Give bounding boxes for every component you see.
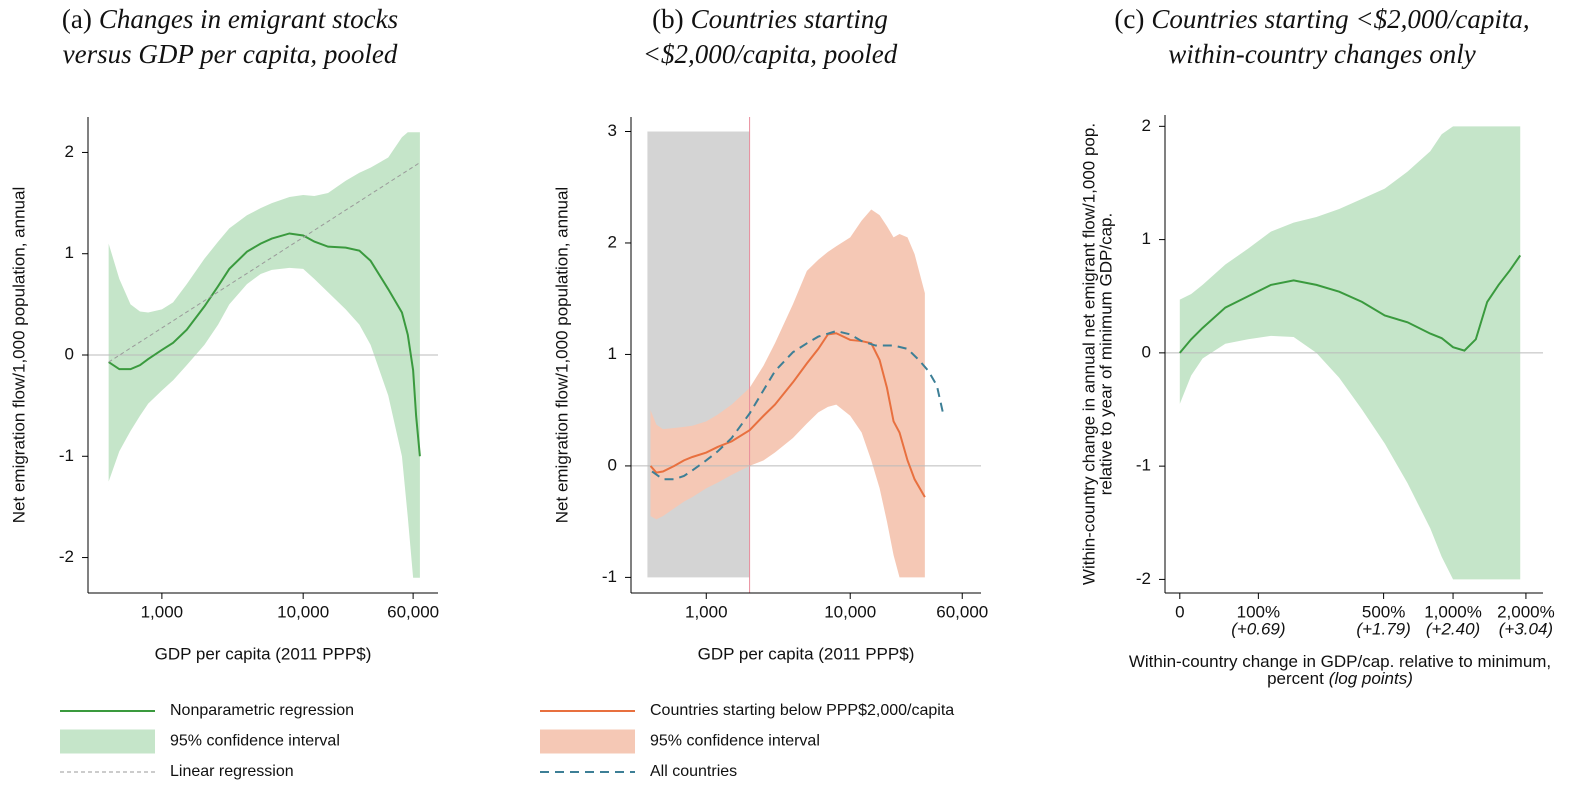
x-tick-label: 1,000%: [1424, 602, 1482, 621]
panel: (c) Countries starting <$2,000/capita, wit…: [1079, 4, 1554, 688]
x-tick-sublabel: (+2.40): [1426, 619, 1480, 638]
legend-label: Nonparametric regression: [170, 702, 354, 719]
x-axis-title: GDP per capita (2011 PPP$): [155, 644, 372, 663]
y-axis-title: Net emigration flow/1,000 population, an…: [9, 187, 28, 523]
series-line: [1179, 254, 1522, 354]
series-line: [649, 332, 926, 498]
legend-label: All countries: [650, 763, 737, 780]
panel: (b) Countries starting <$2,000/capita, poo…: [540, 4, 988, 780]
x-tick-label: 1,000: [141, 602, 184, 621]
legend-label: 95% confidence interval: [170, 733, 340, 750]
legend-label: Linear regression: [170, 763, 294, 780]
y-tick-label: -1: [1136, 456, 1151, 475]
series-line: [651, 329, 944, 481]
x-axis-title: GDP per capita (2011 PPP$): [698, 644, 915, 663]
x-tick-sublabel: (+3.04): [1499, 619, 1553, 638]
x-axis-title-text: Within-country change in GDP/cap. relati…: [1129, 652, 1551, 671]
title-line: <$2,000/capita, pooled: [643, 39, 898, 69]
y-tick-label: 0: [65, 344, 74, 363]
legend-label: Countries starting below PPP$2,000/capit…: [650, 702, 954, 719]
x-axis-title-note: (log points): [1329, 669, 1413, 688]
x-tick-sublabel: (+1.79): [1356, 619, 1410, 638]
confidence-band: [108, 132, 420, 578]
series-line: [108, 162, 421, 363]
x-tick-sublabel: (+0.69): [1231, 619, 1285, 638]
panel-label: (b): [652, 4, 683, 34]
title-line: Countries starting <$2,000/capita,: [1151, 4, 1529, 34]
x-tick-label: 500%: [1362, 602, 1405, 621]
panel-label: (c): [1114, 4, 1144, 34]
title-line: Changes in emigrant stocks: [99, 4, 398, 34]
x-axis-title: Within-country change in GDP/cap. relati…: [1129, 652, 1551, 671]
y-tick-label: 2: [1142, 116, 1151, 135]
y-tick-label: 0: [1142, 342, 1151, 361]
y-tick-label: -2: [1136, 569, 1151, 588]
series-line: [108, 232, 421, 457]
x-tick-label: 10,000: [277, 602, 329, 621]
y-tick-label: 1: [1142, 229, 1151, 248]
x-tick-label: 60,000: [936, 602, 988, 621]
x-tick-label: 100%: [1237, 602, 1280, 621]
x-tick-label: 0: [1175, 602, 1184, 621]
legend-swatch: [60, 729, 155, 754]
panel-label: (a): [62, 4, 92, 34]
y-tick-label: 1: [65, 243, 74, 262]
panel-title: (a) Changes in emigrant stocks: [62, 4, 398, 34]
y-tick-label: -2: [59, 547, 74, 566]
panel-title: (b) Countries starting: [652, 4, 888, 34]
y-axis-title: relative to year of minimum GDP/cap.: [1096, 213, 1115, 495]
y-axis-title: Within-country change in annual net emig…: [1079, 123, 1098, 585]
y-tick-label: 2: [65, 142, 74, 161]
y-tick-label: 1: [608, 344, 617, 363]
confidence-band: [650, 209, 925, 578]
x-tick-label: 10,000: [824, 602, 876, 621]
panel: (a) Changes in emigrant stocks versus GDP …: [9, 4, 439, 780]
x-tick-label: 1,000: [685, 602, 728, 621]
x-axis-title-text: percent: [1267, 669, 1324, 688]
y-tick-label: 0: [608, 455, 617, 474]
y-tick-label: -1: [59, 446, 74, 465]
y-tick-label: -1: [602, 567, 617, 586]
legend-swatch: [540, 729, 635, 754]
y-axis-title: Net emigration flow/1,000 population, an…: [552, 187, 571, 523]
y-tick-label: 3: [608, 121, 617, 140]
y-tick-label: 2: [608, 232, 617, 251]
title-line: versus GDP per capita, pooled: [63, 39, 398, 69]
x-axis-title: percent (log points): [1267, 669, 1413, 688]
x-tick-label: 60,000: [387, 602, 439, 621]
panel-title: (c) Countries starting <$2,000/capita,: [1114, 4, 1529, 34]
legend-label: 95% confidence interval: [650, 733, 820, 750]
title-line: within-country changes only: [1168, 39, 1475, 69]
title-line: Countries starting: [691, 4, 888, 34]
x-tick-label: 2,000%: [1497, 602, 1555, 621]
